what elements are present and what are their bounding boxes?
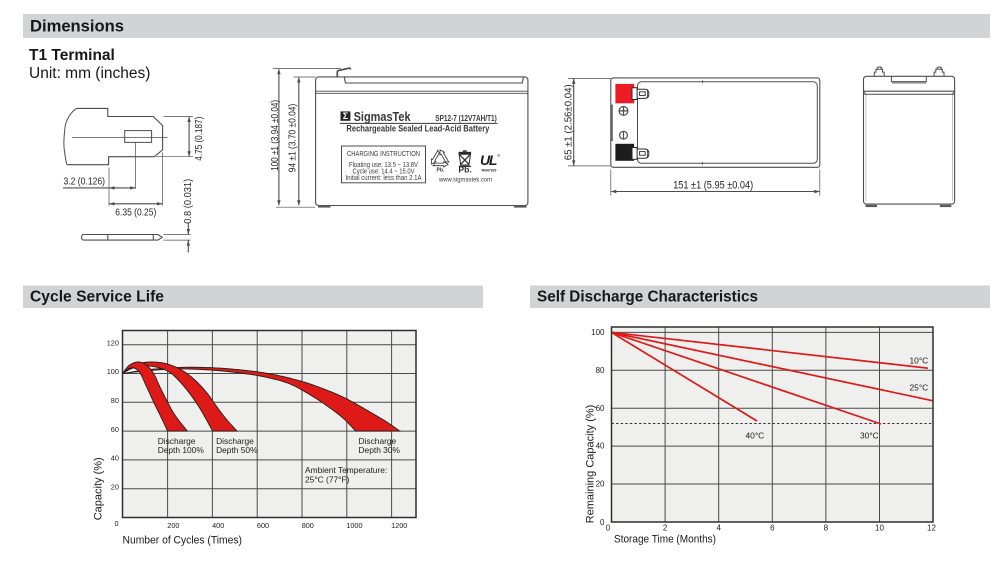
svg-text:SigmasTek: SigmasTek [354,109,412,124]
svg-text:0: 0 [114,519,118,528]
svg-text:1200: 1200 [391,521,407,530]
svg-text:10°C: 10°C [910,356,929,366]
svg-text:4.75 (0.187): 4.75 (0.187) [193,117,205,161]
svg-text:Pb.: Pb. [437,168,445,174]
svg-text:4: 4 [716,524,721,533]
svg-text:20: 20 [111,482,119,491]
svg-text:Discharge: Discharge [216,436,254,446]
svg-text:Number of Cycles (Times): Number of Cycles (Times) [123,534,243,546]
svg-text:0: 0 [600,518,605,527]
svg-text:Remaining Capacity (%): Remaining Capacity (%) [584,405,596,524]
svg-text:®: ® [497,153,500,158]
svg-text:Unit: mm (inches): Unit: mm (inches) [29,65,150,82]
svg-text:MH47929: MH47929 [482,168,497,172]
svg-text:100 ±1 (3.94 ±0.04): 100 ±1 (3.94 ±0.04) [269,100,281,171]
svg-text:600: 600 [257,521,269,530]
svg-text:200: 200 [167,521,179,530]
svg-text:8: 8 [824,524,829,533]
svg-text:30°C: 30°C [860,431,879,441]
svg-text:60: 60 [596,404,605,413]
svg-text:Self Discharge Characteristics: Self Discharge Characteristics [537,289,758,306]
svg-text:Floating use: 13.5 ~ 13.8V: Floating use: 13.5 ~ 13.8V [349,160,418,169]
svg-text:Depth 50%: Depth 50% [216,445,258,455]
svg-text:80: 80 [596,366,605,375]
svg-text:151 ±1 (5.95 ±0.04): 151 ±1 (5.95 ±0.04) [673,180,753,192]
svg-text:Depth 30%: Depth 30% [359,445,401,455]
svg-text:Discharge: Discharge [158,436,196,446]
svg-text:40: 40 [111,454,119,463]
svg-text:400: 400 [212,521,224,530]
svg-text:65 ±1 (2.56±0.04): 65 ±1 (2.56±0.04) [563,84,575,160]
svg-text:Depth 100%: Depth 100% [158,445,205,455]
svg-text:100: 100 [107,367,119,376]
svg-text:www.sigmastek.com: www.sigmastek.com [438,177,492,184]
svg-text:25°C: 25°C [910,382,929,392]
svg-text:60: 60 [111,425,119,434]
svg-text:10: 10 [875,524,884,533]
svg-text:6.35 (0.25): 6.35 (0.25) [115,207,156,219]
svg-text:120: 120 [107,338,119,347]
svg-text:Rechargeable Sealed Lead-Acid: Rechargeable Sealed Lead-Acid Battery [346,123,490,134]
svg-text:Initial current: less than 2.1: Initial current: less than 2.1A [346,173,422,182]
svg-text:40: 40 [596,442,605,451]
svg-text:Ambient Temperature:: Ambient Temperature: [305,465,387,475]
svg-text:Cycle use: 14.4 ~ 15.0V: Cycle use: 14.4 ~ 15.0V [353,166,415,175]
svg-text:T1 Terminal: T1 Terminal [29,47,115,64]
svg-text:800: 800 [302,521,314,530]
svg-text:Capacity (%): Capacity (%) [92,457,104,520]
svg-text:0: 0 [606,524,611,533]
svg-text:Σ: Σ [343,111,349,121]
svg-text:CHARGING INSTRUCTION: CHARGING INSTRUCTION [347,149,420,158]
svg-text:80: 80 [111,396,119,405]
svg-text:25°C (77°F): 25°C (77°F) [305,475,350,485]
svg-text:40°C: 40°C [746,431,765,441]
svg-text:3.2 (0.126): 3.2 (0.126) [64,175,106,187]
svg-text:SP12-7 (12V7AH/T1): SP12-7 (12V7AH/T1) [435,113,497,123]
svg-text:1000: 1000 [346,521,362,530]
svg-text:20: 20 [596,480,605,489]
svg-text:Pb.: Pb. [458,165,471,175]
svg-text:Discharge: Discharge [359,436,397,446]
svg-text:Storage Time (Months): Storage Time (Months) [614,534,716,546]
svg-text:Dimensions: Dimensions [30,17,124,36]
svg-text:100: 100 [591,328,605,337]
svg-text:12: 12 [927,524,936,533]
svg-text:6: 6 [770,524,775,533]
svg-text:Cycle Service Life: Cycle Service Life [30,289,164,306]
svg-text:UL: UL [480,152,497,168]
svg-text:2: 2 [663,524,668,533]
svg-text:94 ±1 (3.70 ±0.04): 94 ±1 (3.70 ±0.04) [287,104,299,173]
svg-text:0.8 (0.031): 0.8 (0.031) [182,179,194,224]
